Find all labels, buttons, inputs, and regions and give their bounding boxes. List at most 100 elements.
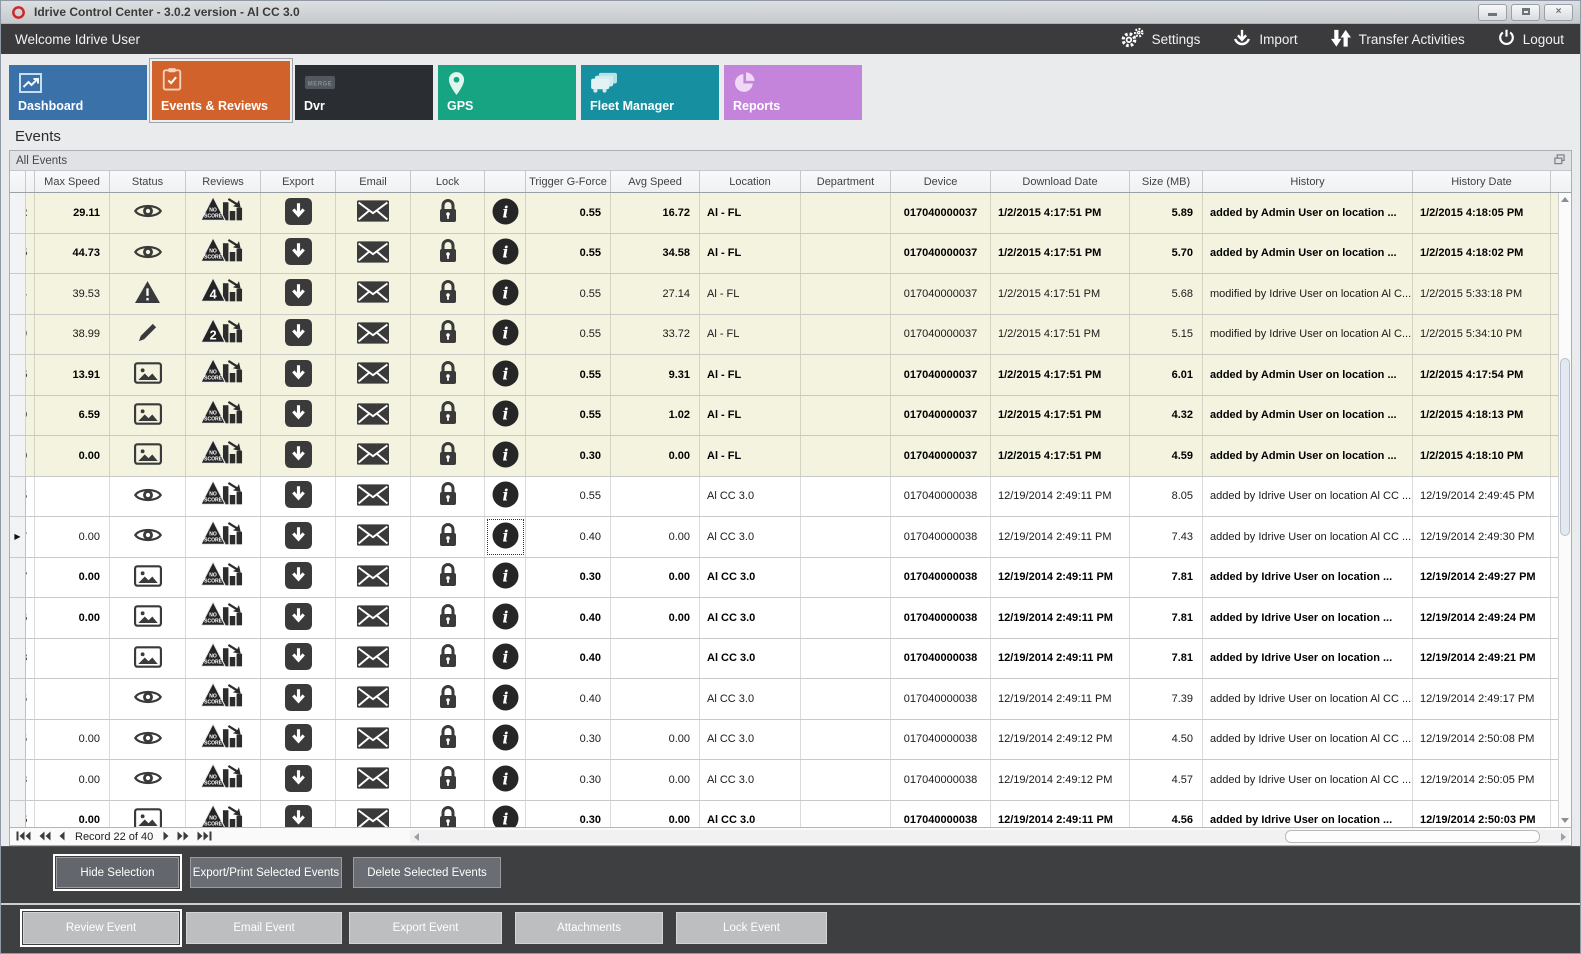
cell-device[interactable]: 017040000037 [891, 314, 991, 354]
cell-department[interactable] [801, 436, 891, 476]
cell-info[interactable]: i [485, 395, 526, 435]
cell-event-id[interactable]: 0 [26, 395, 35, 435]
cell-status[interactable] [110, 719, 186, 759]
cell-history[interactable]: added by Idrive User on location ... [1203, 598, 1413, 638]
cell-avg-speed[interactable]: 0.00 [611, 557, 700, 597]
cell-avg-speed[interactable]: 0.00 [611, 760, 700, 800]
cell-avg-speed[interactable]: 16.72 [611, 193, 700, 233]
cell-avg-speed[interactable] [611, 679, 700, 719]
cell-history-date[interactable]: 1/2/2015 5:33:18 PM [1413, 274, 1551, 314]
cell-info[interactable]: i [485, 436, 526, 476]
cell-export[interactable] [261, 557, 336, 597]
menu-import[interactable]: Import [1232, 28, 1298, 51]
cell-max-speed[interactable] [35, 679, 110, 719]
cell-reviews[interactable]: NO SCORE [186, 233, 261, 273]
cell-department[interactable] [801, 557, 891, 597]
cell-location[interactable]: Al - FL [700, 193, 801, 233]
cell-avg-speed[interactable]: 34.58 [611, 233, 700, 273]
cell-size-mb[interactable]: 4.59 [1130, 436, 1203, 476]
cell-size-mb[interactable]: 4.57 [1130, 760, 1203, 800]
cell-email[interactable] [336, 233, 411, 273]
tab-dvr[interactable]: MERGE Dvr [295, 65, 433, 120]
cell-trigger-g-force[interactable]: 0.55 [526, 233, 611, 273]
menu-logout[interactable]: Logout [1497, 28, 1564, 50]
cell-info[interactable]: i [485, 517, 526, 557]
next-record-button[interactable] [163, 828, 169, 846]
email-event-button[interactable]: Email Event [186, 912, 342, 944]
cell-info[interactable]: i [485, 557, 526, 597]
cell-trigger-g-force[interactable]: 0.40 [526, 679, 611, 719]
cell-download-date[interactable]: 1/2/2015 4:17:51 PM [991, 436, 1130, 476]
row-header[interactable] [10, 719, 26, 759]
cell-email[interactable] [336, 719, 411, 759]
cell-trigger-g-force[interactable]: 0.40 [526, 517, 611, 557]
cell-history-date[interactable]: 12/19/2014 2:49:45 PM [1413, 476, 1551, 516]
col-header-status[interactable]: Status [110, 171, 186, 192]
cell-history-date[interactable]: 12/19/2014 2:50:03 PM [1413, 800, 1551, 827]
cell-lock[interactable] [411, 193, 485, 233]
cell-history[interactable]: added by Admin User on location ... [1203, 355, 1413, 395]
cell-max-speed[interactable]: 0.00 [35, 598, 110, 638]
cell-event-id[interactable]: 6 [26, 598, 35, 638]
cell-history[interactable]: added by Idrive User on location ... [1203, 638, 1413, 678]
cell-max-speed[interactable]: 0.00 [35, 719, 110, 759]
cell-location[interactable]: Al - FL [700, 314, 801, 354]
cell-department[interactable] [801, 679, 891, 719]
cell-lock[interactable] [411, 395, 485, 435]
cell-max-speed[interactable]: 0.00 [35, 436, 110, 476]
cell-export[interactable] [261, 436, 336, 476]
cell-info[interactable]: i [485, 679, 526, 719]
cell-email[interactable] [336, 517, 411, 557]
cell-export[interactable] [261, 719, 336, 759]
cell-location[interactable]: Al - FL [700, 395, 801, 435]
cell-history[interactable]: added by Admin User on location ... [1203, 395, 1413, 435]
cell-info[interactable]: i [485, 800, 526, 827]
cell-department[interactable] [801, 314, 891, 354]
cell-status[interactable] [110, 355, 186, 395]
cell-department[interactable] [801, 598, 891, 638]
horizontal-scroll-thumb[interactable] [1284, 830, 1540, 843]
cell-department[interactable] [801, 395, 891, 435]
cell-status[interactable] [110, 274, 186, 314]
cell-reviews[interactable]: NO SCORE [186, 760, 261, 800]
menu-settings[interactable]: Settings [1120, 27, 1200, 52]
cell-event-id[interactable]: 5 [26, 476, 35, 516]
cell-event-id[interactable]: 5 [26, 355, 35, 395]
minimize-button[interactable] [1478, 3, 1507, 21]
cell-status[interactable] [110, 517, 186, 557]
cell-reviews[interactable]: NO SCORE [186, 598, 261, 638]
cell-trigger-g-force[interactable]: 0.30 [526, 760, 611, 800]
cell-department[interactable] [801, 355, 891, 395]
cell-reviews[interactable]: NO SCORE [186, 679, 261, 719]
cell-department[interactable] [801, 638, 891, 678]
cell-email[interactable] [336, 800, 411, 827]
cell-download-date[interactable]: 12/19/2014 2:49:11 PM [991, 557, 1130, 597]
row-header[interactable] [10, 193, 26, 233]
cell-avg-speed[interactable]: 0.00 [611, 719, 700, 759]
cell-history[interactable]: added by Admin User on location ... [1203, 233, 1413, 273]
cell-location[interactable]: Al - FL [700, 355, 801, 395]
tab-dashboard[interactable]: Dashboard [9, 65, 147, 120]
col-header-history[interactable]: History [1203, 171, 1413, 192]
cell-avg-speed[interactable]: 1.02 [611, 395, 700, 435]
export-event-button[interactable]: Export Event [349, 912, 502, 944]
cell-device[interactable]: 017040000038 [891, 719, 991, 759]
cell-export[interactable] [261, 760, 336, 800]
cell-status[interactable] [110, 638, 186, 678]
cell-history-date[interactable]: 12/19/2014 2:49:17 PM [1413, 679, 1551, 719]
cell-device[interactable]: 017040000037 [891, 274, 991, 314]
cell-trigger-g-force[interactable]: 0.55 [526, 355, 611, 395]
cell-location[interactable]: Al CC 3.0 [700, 800, 801, 827]
cell-size-mb[interactable]: 8.05 [1130, 476, 1203, 516]
cell-history[interactable]: added by Idrive User on location Al CC .… [1203, 760, 1413, 800]
cell-export[interactable] [261, 598, 336, 638]
col-header-email[interactable]: Email [336, 171, 411, 192]
cell-department[interactable] [801, 760, 891, 800]
cell-avg-speed[interactable]: 27.14 [611, 274, 700, 314]
cell-info[interactable]: i [485, 274, 526, 314]
cell-event-id[interactable]: 5 [26, 800, 35, 827]
cell-max-speed[interactable]: 6.59 [35, 395, 110, 435]
cell-history[interactable]: modified by Idrive User on location Al C… [1203, 274, 1413, 314]
cell-history-date[interactable]: 12/19/2014 2:49:27 PM [1413, 557, 1551, 597]
row-header[interactable]: ▶ [10, 517, 26, 557]
